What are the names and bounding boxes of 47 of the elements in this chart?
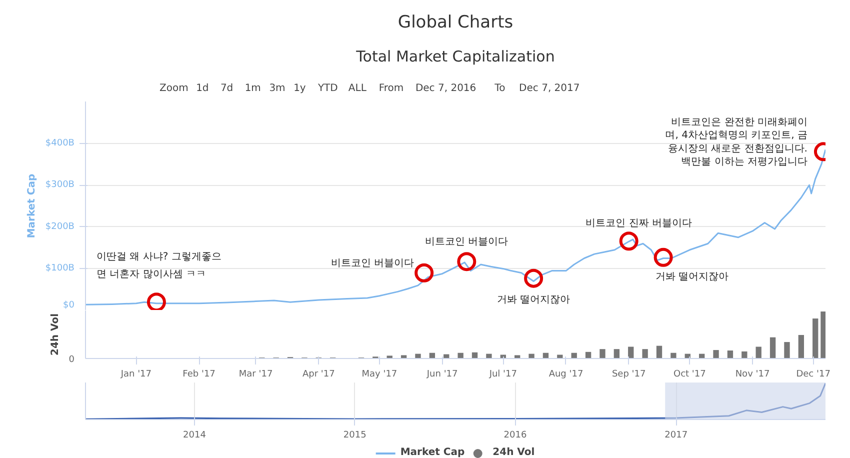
x-tick-label: 2014 (183, 430, 206, 440)
x-tick-label: Mar '17 (238, 370, 273, 380)
text: Dec 7, 2016 (415, 83, 476, 94)
x-tick-label: Feb '17 (182, 370, 216, 380)
annotation: 거봐 떨어지잖아 (655, 271, 728, 282)
text: ALL (348, 83, 367, 94)
x-tick-label: Jan '17 (120, 370, 152, 380)
x-tick-label: May '17 (362, 370, 398, 380)
x-tick-label: Jul '17 (488, 370, 517, 380)
legend-label: 24h Vol (492, 447, 535, 458)
text: 1y (294, 83, 306, 94)
text: 3m (269, 83, 286, 94)
y-tick-label: $100B (45, 264, 75, 274)
x-tick-label: Dec '17 (796, 370, 830, 380)
annotation: 비트코인은 완전한 미래화폐이 며, 4차산업혁명의 키포인트, 금 융시장의 새로운 전환점입니다. 백만불 이하는 저평가입니다 (665, 117, 808, 168)
text: 0 (68, 355, 75, 365)
x-tick-label: Apr '17 (302, 370, 335, 380)
chart-title: Global Charts (398, 12, 514, 32)
y-tick-label: $300B (45, 180, 75, 190)
y-axis-title: Market Cap (26, 174, 38, 238)
x-tick-label: 2016 (504, 430, 527, 440)
annotation: 이딴걸 왜 사냐? 그렇게좋으 면 너혼자 많이사셈 ㅋㅋ (96, 252, 222, 280)
x-tick-label: Nov '17 (735, 370, 770, 380)
text: 7d (220, 83, 234, 94)
annotation: 비트코인 버블이다 (425, 236, 508, 248)
text: Zoom (160, 83, 188, 94)
text: From (378, 83, 404, 94)
annotation: 거봐 떨어지잖아 (496, 294, 570, 306)
text: 1d (196, 83, 209, 94)
text: 1m (244, 83, 261, 94)
x-tick-label: Aug '17 (548, 370, 584, 380)
x-tick-label: Sep '17 (612, 370, 646, 380)
text: YTD (316, 83, 338, 94)
annotation: 비트코인 버블이다 (330, 258, 414, 269)
text: To (494, 83, 506, 94)
legend-label: Market Cap (400, 447, 465, 458)
x-tick-label: 2015 (343, 430, 366, 440)
y-tick-label: $400B (45, 138, 75, 148)
annotation: 비트코인 진짜 버블이다 (586, 218, 692, 230)
x-tick-label: Oct '17 (673, 370, 706, 380)
x-tick-label: Jun '17 (426, 370, 458, 380)
y-tick-label: $0 (63, 300, 75, 310)
y-axis-title: 24h Vol (50, 313, 61, 356)
text: Dec 7, 2017 (519, 83, 580, 94)
x-tick-label: 2017 (664, 430, 688, 440)
y-tick-label: $200B (45, 222, 75, 232)
chart-subtitle: Total Market Capitalization (355, 48, 555, 66)
